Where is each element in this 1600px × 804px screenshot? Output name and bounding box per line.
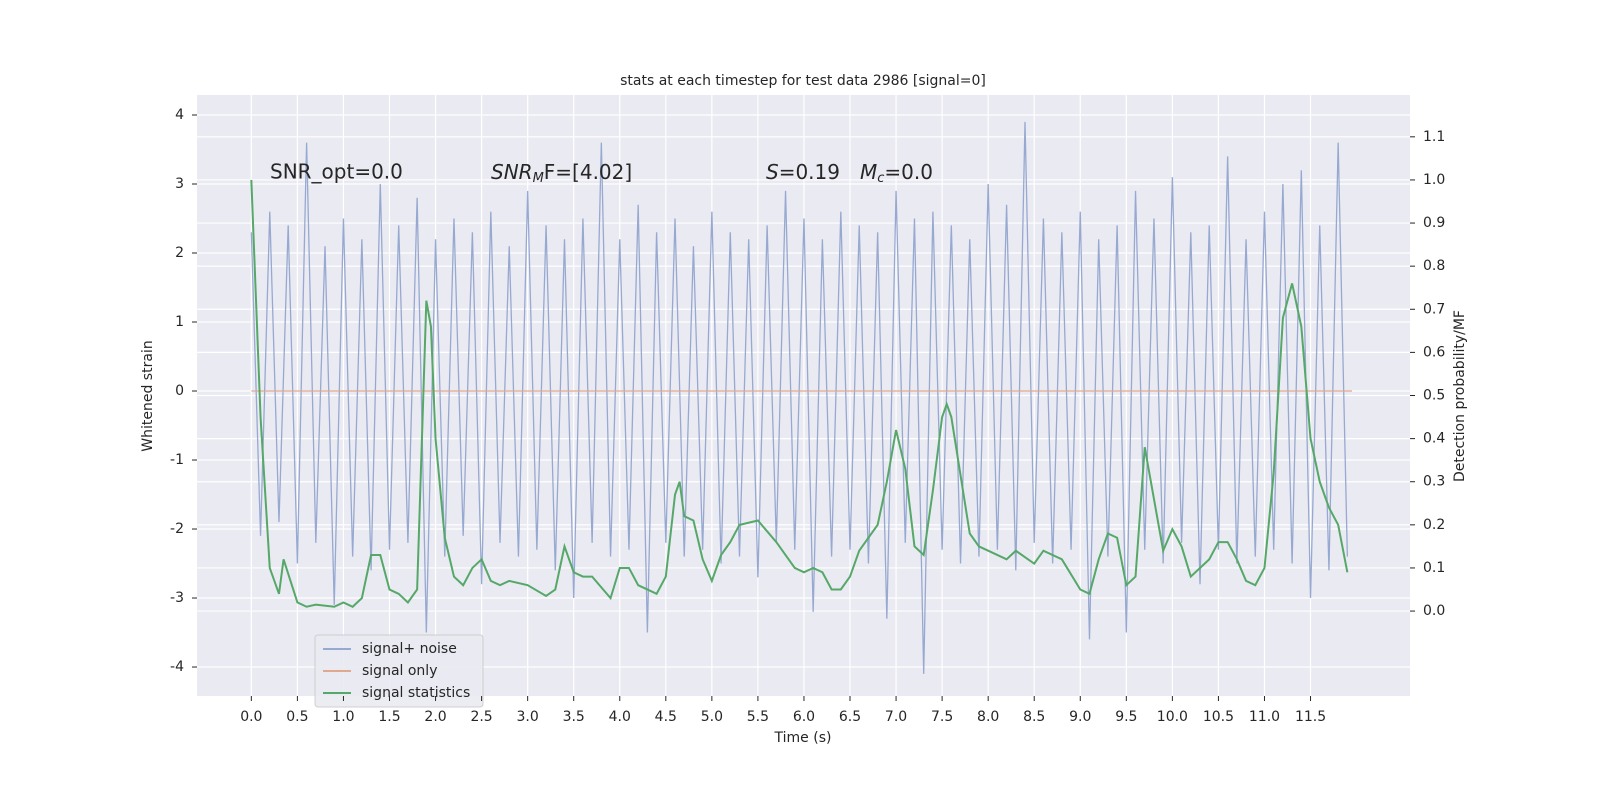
y-tick-label: -4 <box>170 659 184 675</box>
x-tick-label: 7.5 <box>931 709 953 725</box>
y2-tick-label: 0.3 <box>1423 474 1445 490</box>
annotation-part: M <box>533 171 544 186</box>
y2-tick-label: 0.8 <box>1423 258 1445 274</box>
chart-title: stats at each timestep for test data 298… <box>620 73 986 89</box>
x-tick-label: 0.0 <box>240 709 262 725</box>
x-tick-label: 5.5 <box>747 709 769 725</box>
x-tick-label: 9.5 <box>1115 709 1137 725</box>
x-tick-label: 2.5 <box>470 709 492 725</box>
plot <box>250 121 1352 674</box>
x-tick-label: 1.0 <box>332 709 354 725</box>
annotation-part: F=[4.02] <box>544 160 632 184</box>
x-tick-label: 10.0 <box>1157 709 1188 725</box>
series-line <box>250 121 1349 674</box>
x-tick-label: 5.0 <box>701 709 723 725</box>
legend-label: signal statistics <box>362 685 470 701</box>
y2-tick-label: 0.9 <box>1423 215 1445 231</box>
x-tick-label: 0.5 <box>286 709 308 725</box>
x-tick-label: 8.0 <box>977 709 999 725</box>
legend-box <box>314 634 484 708</box>
y2-tick-label: 0.2 <box>1423 517 1445 533</box>
y-tick-label: 3 <box>175 176 184 192</box>
y-tick-label: 1 <box>175 314 184 330</box>
annotation-part: M <box>860 160 877 184</box>
x-tick-label: 10.5 <box>1203 709 1234 725</box>
annotation-part: c <box>877 171 884 186</box>
y2-tick-label: 0.5 <box>1423 388 1445 404</box>
x-tick-label: 6.0 <box>793 709 815 725</box>
y-tick-label: 0 <box>175 383 184 399</box>
annotation-part: =0.19 <box>779 160 840 184</box>
y2-tick-label: 0.7 <box>1423 301 1445 317</box>
y2-tick-label: 1.0 <box>1423 172 1445 188</box>
annotation-part: S <box>766 160 779 184</box>
y-tick-label: 2 <box>175 245 184 261</box>
annotation: SNRMF=[4.02] <box>491 160 632 186</box>
x-tick-label: 1.5 <box>378 709 400 725</box>
y2-tick-label: 0.6 <box>1423 344 1445 360</box>
y2-tick-label: 0.0 <box>1423 603 1445 619</box>
y-tick-label: -2 <box>170 521 184 537</box>
legend-label: signal only <box>362 663 437 679</box>
y-tick-label: 4 <box>175 107 184 123</box>
y2-tick-label: 1.1 <box>1423 129 1445 145</box>
legend: signal+ noise signal only signal statistic… <box>314 634 484 708</box>
y-tick-label: -3 <box>170 590 184 606</box>
annotation-part: =0.0 <box>884 160 933 184</box>
x-tick-label: 3.0 <box>517 709 539 725</box>
x-tick-label: 11.0 <box>1249 709 1280 725</box>
x-tick-label: 2.0 <box>424 709 446 725</box>
y-tick-label: -1 <box>170 452 184 468</box>
annotation-part: SNR <box>491 160 533 184</box>
x-tick-label: 7.0 <box>885 709 907 725</box>
x-tick-label: 6.5 <box>839 709 861 725</box>
y-axis-label: Whitened strain <box>140 340 156 451</box>
x-tick-label: 3.5 <box>563 709 585 725</box>
annotation: S=0.19 Mc=0.0 <box>766 160 933 186</box>
y2-tick-label: 0.1 <box>1423 560 1445 576</box>
annotation: SNR_opt=0.0 <box>270 160 403 184</box>
x-tick-label: 9.0 <box>1069 709 1091 725</box>
y2-axis-label: Detection probability/MF <box>1452 310 1468 482</box>
x-tick-label: 4.0 <box>609 709 631 725</box>
legend-label: signal+ noise <box>362 641 457 657</box>
series-line <box>250 179 1349 608</box>
x-tick-label: 4.5 <box>655 709 677 725</box>
x-tick-label: 11.5 <box>1295 709 1326 725</box>
x-tick-label: 8.5 <box>1023 709 1045 725</box>
y2-tick-label: 0.4 <box>1423 431 1445 447</box>
x-axis-label: Time (s) <box>774 730 832 746</box>
